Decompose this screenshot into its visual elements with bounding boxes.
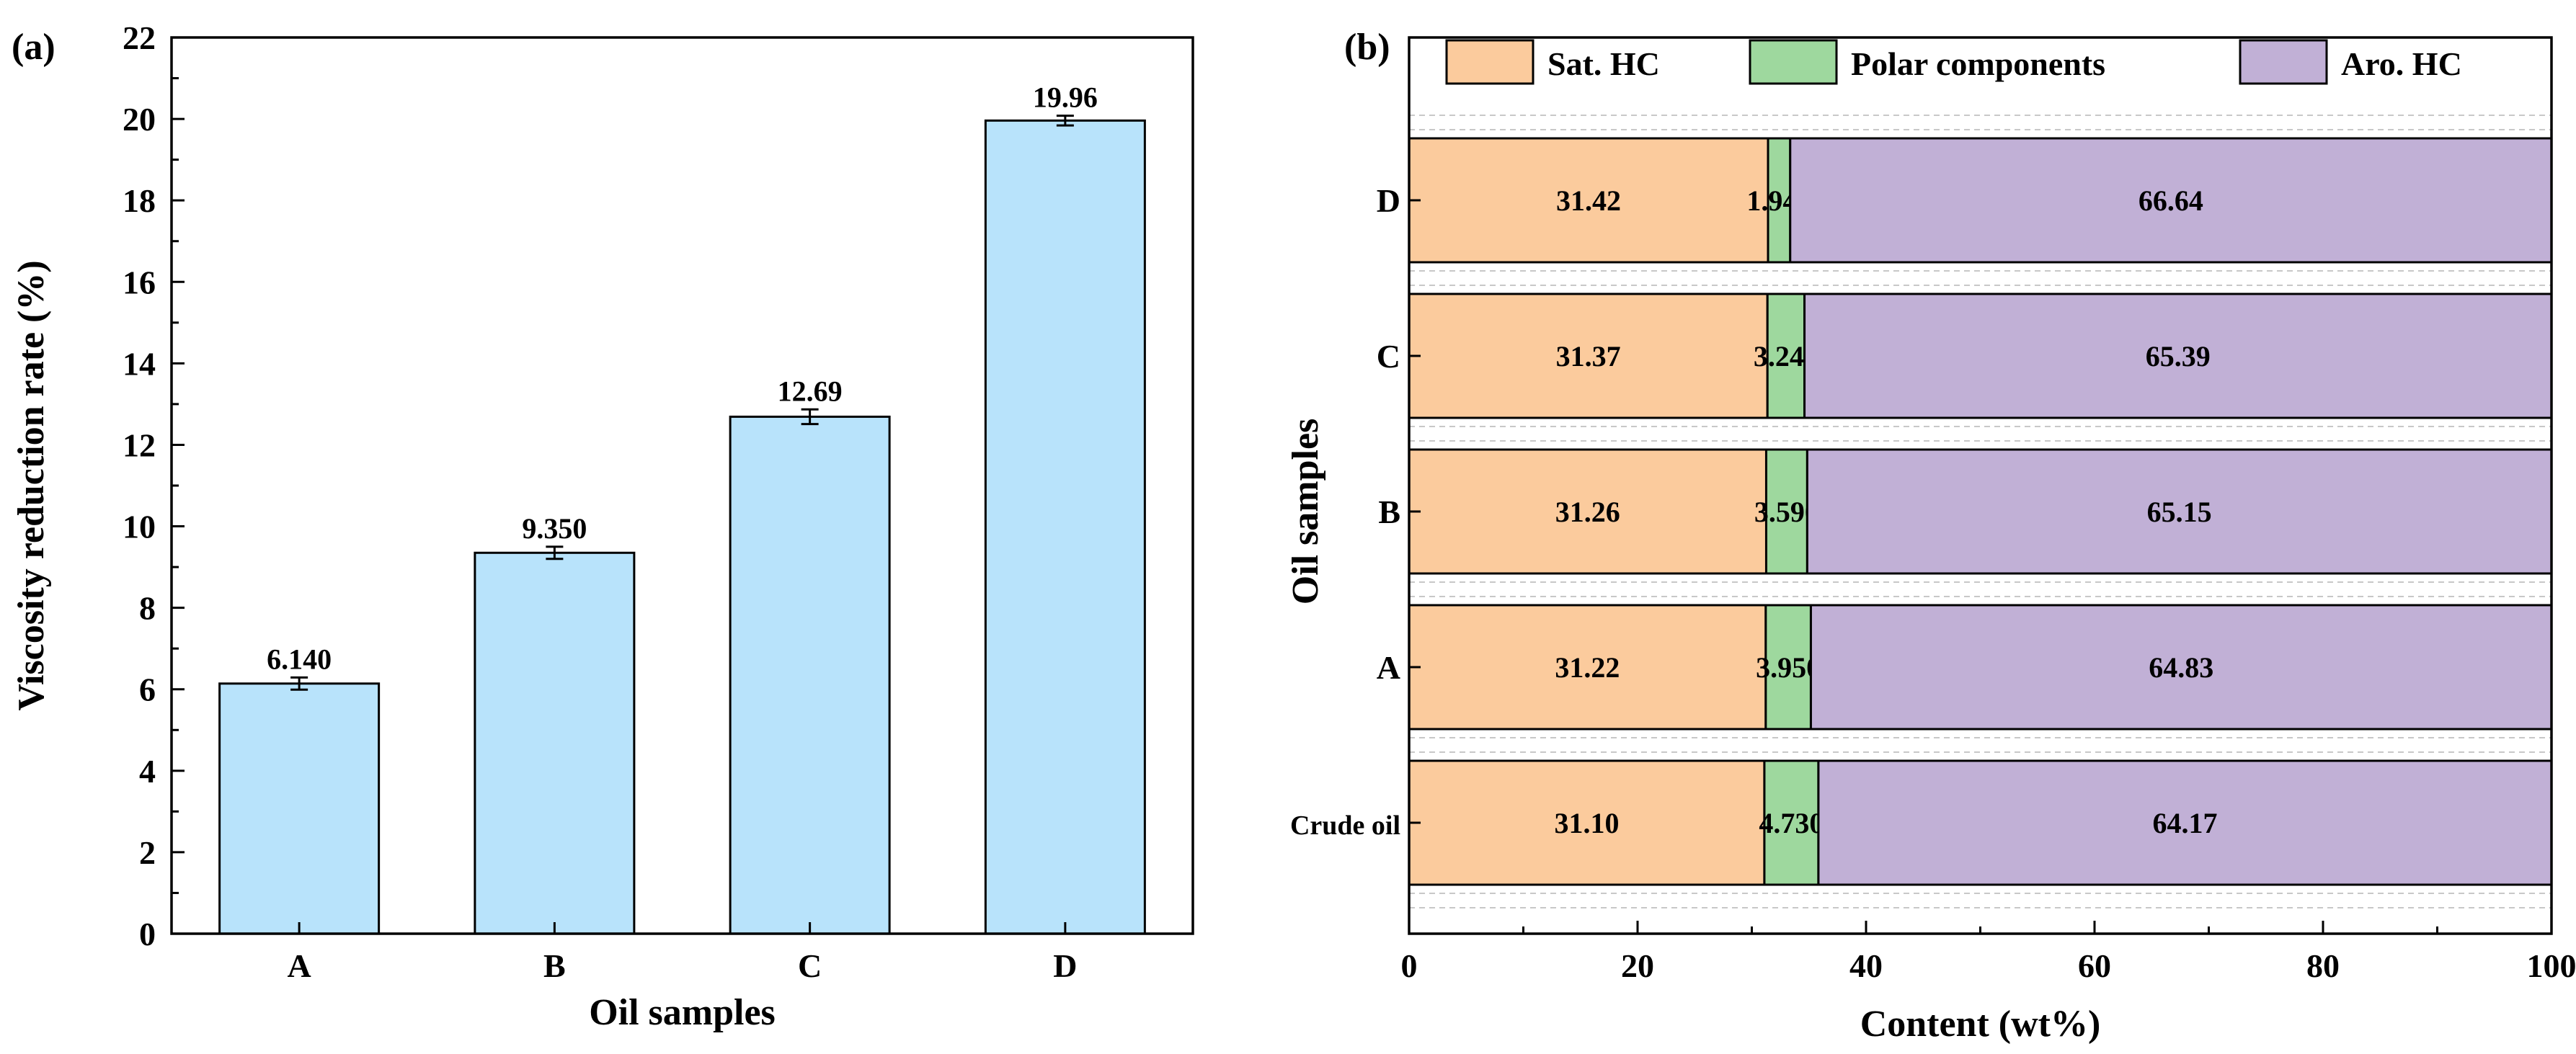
legend-label-2: Polar components xyxy=(1851,45,2105,82)
y-tick-label-d: D xyxy=(1377,182,1400,219)
y-axis-title: Oil samples xyxy=(1285,419,1326,605)
segment-sat-hc-crude-oil-label: 31.10 xyxy=(1554,807,1619,839)
x-axis-title: Oil samples xyxy=(589,992,776,1033)
x-tick-label: 60 xyxy=(2078,947,2111,984)
legend-label-1: Sat. HC xyxy=(1547,45,1660,82)
data-label-C: 12.69 xyxy=(778,375,843,407)
y-tick-label: 6 xyxy=(139,671,156,708)
segment-sat-hc-b xyxy=(1408,448,1767,575)
segment-aro-hc-c xyxy=(1803,292,2553,419)
legend-swatch-2 xyxy=(1749,39,1838,85)
legend-swatch-3 xyxy=(2239,39,2328,85)
error-bar-D xyxy=(1056,115,1074,127)
x-tick-label: 20 xyxy=(1621,947,1654,984)
segment-aro-hc-c-label: 65.39 xyxy=(2146,340,2211,372)
bar-D xyxy=(984,119,1146,935)
segment-sat-hc-crude-oil xyxy=(1408,759,1766,886)
y-tick-label-c: C xyxy=(1377,338,1400,375)
segment-aro-hc-a-label: 64.83 xyxy=(2149,651,2213,684)
y-tick-label-b: B xyxy=(1378,493,1400,530)
x-tick-label-A: A xyxy=(288,947,311,984)
y-tick-label: 2 xyxy=(139,834,156,871)
segment-polar-components-b xyxy=(1764,448,1808,575)
legend-label-3: Aro. HC xyxy=(2341,45,2462,82)
segment-aro-hc-d-label: 66.64 xyxy=(2138,184,2203,217)
y-tick-label: 18 xyxy=(123,182,156,219)
segment-sat-hc-c-label: 31.37 xyxy=(1556,340,1621,372)
x-tick-label-C: C xyxy=(798,947,822,984)
segment-sat-hc-b-label: 31.26 xyxy=(1555,496,1620,528)
data-label-D: 19.96 xyxy=(1033,81,1098,114)
segment-aro-hc-crude-oil xyxy=(1817,759,2553,886)
y-tick-label: 8 xyxy=(139,590,156,627)
plot-frame xyxy=(170,36,1194,935)
bar-A xyxy=(218,682,381,935)
segment-sat-hc-c xyxy=(1408,292,1769,419)
segment-polar-components-a xyxy=(1764,604,1812,731)
y-tick-label: 10 xyxy=(123,509,156,545)
segment-aro-hc-crude-oil-label: 64.17 xyxy=(2152,807,2217,839)
y-axis-title: Viscosity reduction rate (%) xyxy=(11,260,52,710)
bar-B xyxy=(474,551,636,935)
error-bar-A xyxy=(290,676,308,691)
x-tick-label: 100 xyxy=(2527,947,2576,984)
y-tick-label-crude-oil: Crude oil xyxy=(1290,810,1400,841)
panel-a-bar-chart: (a) 6.140 A 9.350 B 12.69 C 19.96 D 0 2 4 6 8 10 12 14 16… xyxy=(11,19,1194,1033)
data-label-B: 9.350 xyxy=(522,512,587,545)
legend: Sat. HC Polar components Aro. HC xyxy=(1445,39,2462,85)
y-tick-label: 16 xyxy=(123,264,156,300)
segment-aro-hc-b-label: 65.15 xyxy=(2147,496,2212,528)
y-tick-label: 4 xyxy=(139,753,156,790)
error-bar-C xyxy=(801,408,819,426)
panel-b-label: (b) xyxy=(1344,27,1390,68)
segment-aro-hc-a xyxy=(1809,604,2553,731)
y-tick-label: 14 xyxy=(123,345,156,382)
segment-aro-hc-b xyxy=(1806,448,2553,575)
segment-polar-components-crude-oil-label: 4.730 xyxy=(1759,807,1824,839)
panel-a-label: (a) xyxy=(12,27,55,68)
y-tick-label: 0 xyxy=(139,916,156,952)
y-tick-label: 22 xyxy=(123,19,156,56)
x-tick-label-B: B xyxy=(543,947,566,984)
y-tick-label: 20 xyxy=(123,101,156,138)
x-tick-label-D: D xyxy=(1053,947,1077,984)
plot-frame xyxy=(1408,36,2553,935)
segment-sat-hc-a-label: 31.22 xyxy=(1555,651,1620,684)
x-tick-label: 40 xyxy=(1849,947,1883,984)
bar-C xyxy=(729,415,891,935)
x-tick-label: 0 xyxy=(1401,947,1418,984)
error-bar-B xyxy=(546,545,564,561)
data-label-A: 6.140 xyxy=(267,643,332,675)
segment-sat-hc-a xyxy=(1408,604,1767,731)
x-axis-title: Content (wt%) xyxy=(1860,1004,2101,1045)
segment-aro-hc-d xyxy=(1789,137,2553,264)
y-tick-label: 12 xyxy=(123,426,156,463)
segment-polar-components-c xyxy=(1766,292,1806,419)
y-tick-label-a: A xyxy=(1377,649,1400,686)
legend-swatch-1 xyxy=(1445,39,1535,85)
x-tick-label: 80 xyxy=(2306,947,2340,984)
segment-sat-hc-d-label: 31.42 xyxy=(1556,184,1621,217)
